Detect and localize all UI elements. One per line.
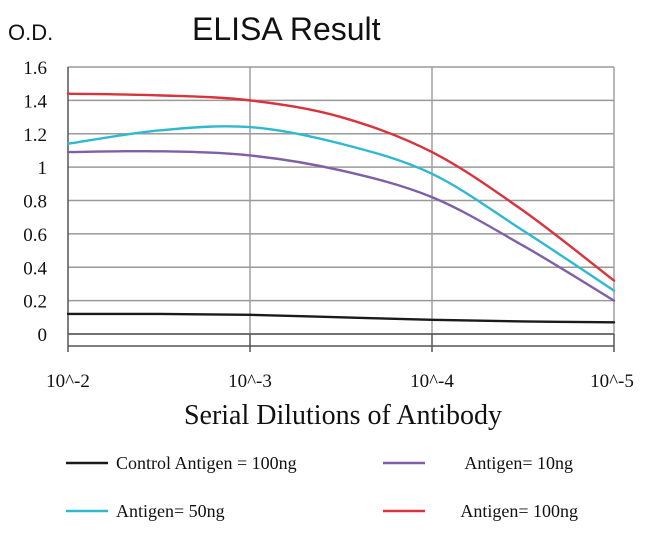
legend-label: Control Antigen = 100ng [116,453,297,473]
y-tick-labels: 0 0.2 0.4 0.6 0.8 1 1.2 1.4 1.6 [23,58,47,346]
y-tick-label: 0.2 [23,292,47,313]
y-tick-label: 1.6 [23,58,47,79]
y-axis-label: O.D. [8,20,53,45]
y-tick-label: 1 [38,158,48,179]
x-tick-label: 10^-2 [46,371,90,392]
chart-title: ELISA Result [192,11,381,47]
gridlines [68,66,615,335]
y-tick-label: 0.6 [23,225,47,246]
axes [67,67,615,352]
y-tick-label: 0.4 [23,258,47,279]
x-axis-label: Serial Dilutions of Antibody [184,400,502,431]
series-line [66,125,616,292]
x-tick-labels: 10^-2 10^-3 10^-4 10^-5 [46,371,634,392]
legend: Control Antigen = 100ng Antigen= 10ng Anti… [66,453,578,521]
legend-label: Antigen= 50ng [116,501,225,521]
series-lines [66,92,616,324]
legend-label: Antigen= 100ng [460,501,578,521]
y-tick-label: 0.8 [23,192,47,213]
x-tick-label: 10^-5 [590,371,634,392]
x-tick-label: 10^-3 [228,371,272,392]
series-line [66,312,616,324]
y-tick-label: 1.4 [23,91,47,112]
x-tick-label: 10^-4 [410,371,454,392]
legend-label: Antigen= 10ng [464,453,573,473]
series-line [66,92,616,282]
series-line [66,149,616,302]
y-tick-label: 0 [38,325,48,346]
y-tick-label: 1.2 [23,125,47,146]
